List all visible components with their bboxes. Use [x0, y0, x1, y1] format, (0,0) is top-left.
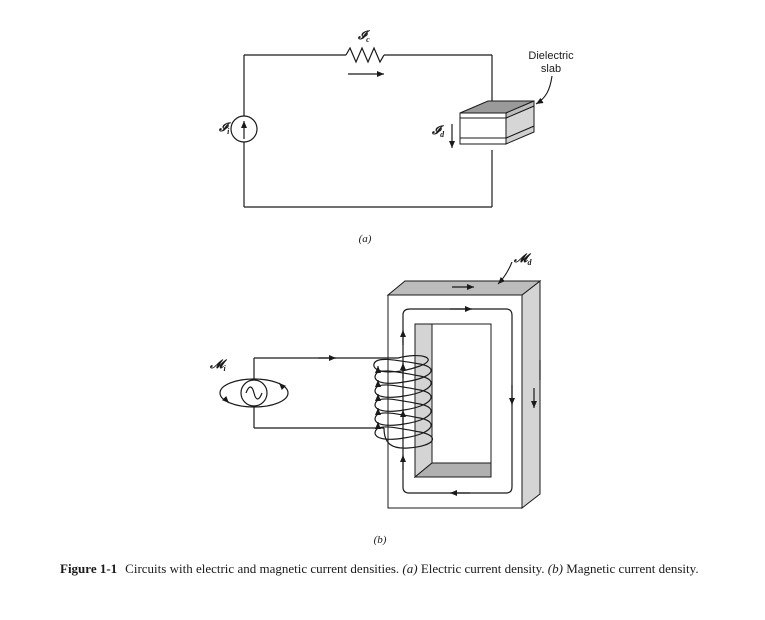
mi-label: 𝓜i — [209, 357, 228, 373]
caption-text-1: Circuits with electric and magnetic curr… — [125, 561, 403, 576]
part-b-label: (b) — [374, 534, 387, 546]
ac-source — [219, 358, 289, 428]
dielectric-pointer — [535, 75, 553, 105]
resistor — [345, 46, 385, 64]
part-a-label: (a) — [359, 233, 372, 245]
figure-number: Figure 1-1 — [60, 561, 118, 576]
magnetic-core — [386, 279, 542, 510]
dielectric-label-line2: slab — [541, 63, 561, 75]
circuit-a — [230, 46, 493, 208]
coil-winding — [254, 355, 433, 449]
caption-part-b: (b) — [547, 561, 563, 576]
dielectric-label-line1: Dielectric — [528, 50, 574, 62]
figure-caption: Figure 1-1 Circuits with electric and mag… — [60, 560, 740, 577]
current-source — [230, 115, 258, 143]
ii-label: 𝓘i — [218, 120, 232, 136]
caption-part-a: (a) — [402, 561, 418, 576]
ic-label: 𝓘c — [357, 28, 371, 44]
dielectric-slab — [459, 100, 535, 145]
caption-text-3: Magnetic current density. — [562, 561, 699, 576]
caption-text-2: Electric current density. — [417, 561, 548, 576]
md-label: 𝓜d — [513, 251, 532, 267]
md-pointer — [497, 261, 513, 285]
id-label: 𝓘d — [431, 123, 445, 139]
